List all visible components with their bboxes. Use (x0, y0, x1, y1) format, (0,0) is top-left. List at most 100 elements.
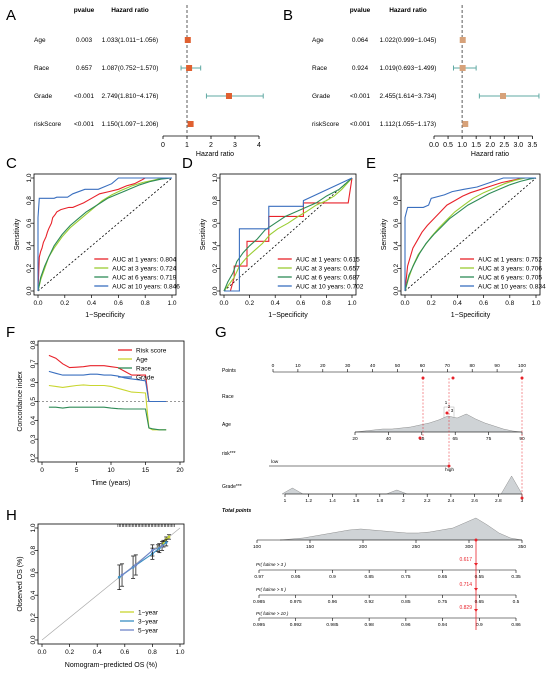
race-value: 3 (451, 408, 454, 413)
y-tick-label: 0.8 (393, 196, 400, 205)
legend-label: 3−year (138, 619, 159, 626)
y-tick-label: 1.0 (393, 173, 400, 182)
total-tick-label: 300 (465, 544, 473, 550)
legend-label: AUC at 3 years: 0.657 (296, 266, 360, 273)
panel-letter-f: F (6, 324, 15, 341)
x-tick-label: 20 (176, 467, 184, 474)
patient-point (474, 538, 478, 542)
row-label-p2: Pr( futime > 5 ) (256, 587, 286, 592)
y-tick-label: 0.2 (393, 264, 400, 273)
x-tick-label: 1.0 (167, 300, 176, 307)
x-tick-label: 0 (40, 467, 44, 474)
plot-frame (33, 173, 177, 296)
y-axis-title: Sensitivity (200, 218, 207, 250)
age-tick-label: 20 (352, 436, 358, 442)
calibration-point (160, 544, 164, 548)
x-tick-label: 0.8 (505, 300, 514, 307)
points-tick-label: 20 (320, 363, 326, 369)
x-tick-label: 0.6 (120, 649, 129, 656)
y-tick-label: 0.4 (26, 241, 33, 250)
risk-label-low: low (271, 459, 279, 465)
points-tick-label: 50 (395, 363, 401, 369)
row-label: Race (312, 65, 328, 72)
legend-label: AUC at 6 years: 0.719 (112, 275, 176, 282)
row-pvalue: <0.001 (74, 93, 94, 100)
x-tick-label: 0.8 (322, 300, 331, 307)
p3-tick-label: 0.995 (253, 622, 265, 628)
row-pvalue: 0.064 (352, 37, 369, 44)
points-tick-label: 70 (445, 363, 451, 369)
x-tick-label: 0.8 (141, 300, 150, 307)
roc-plot-c: 0.00.0 0.2 0.2 0.4 0.4 0.6 0.6 0.8 0.8 1.0 1.0 AUC … (14, 173, 180, 319)
legend-label: AUC at 3 years: 0.724 (112, 266, 176, 273)
p1-tick-label: 0.55 (475, 574, 485, 580)
y-tick-label: 0.4 (30, 590, 37, 599)
row-label-age: Age (222, 422, 231, 428)
x-tick-label: 1.0 (457, 142, 467, 149)
p3-tick-label: 0.985 (326, 622, 338, 628)
y-tick-label: 0.6 (393, 218, 400, 227)
row-label-p3: Pr( futime > 10 ) (256, 611, 289, 616)
row-pvalue: 0.657 (76, 65, 93, 72)
y-tick-label: 0.8 (212, 196, 219, 205)
age-density (354, 413, 523, 433)
p1-tick-label: 0.35 (511, 574, 521, 580)
x-tick-label: 0.4 (93, 649, 102, 656)
y-tick-label: 0.6 (30, 568, 37, 577)
patient-point (451, 376, 455, 380)
row-pvalue: <0.001 (74, 121, 94, 128)
forest-plot-b: pvalue Hazard ratio Age 0.064 1.022(0.999−1.… (312, 5, 540, 158)
roc-curve (37, 177, 172, 292)
roc-curve (404, 177, 536, 291)
row-label-race: Race (222, 394, 234, 400)
legend-label: AUC at 6 years: 0.687 (296, 275, 360, 282)
x-tick-label: 0.0 (400, 300, 409, 307)
grade-tick-label: 2.8 (495, 498, 502, 504)
y-tick-label: 0.2 (26, 264, 33, 273)
x-tick-label: 0.4 (453, 300, 462, 307)
row-label-p1: Pr( futime > 3 ) (256, 562, 286, 567)
p2-tick-label: 0.75 (438, 599, 448, 605)
plot-frame (400, 173, 541, 296)
patient-point (445, 411, 449, 415)
panel-letter-h: H (6, 507, 17, 524)
row-hr-text: 1.087(0.752−1.570) (102, 65, 159, 72)
points-tick-label: 90 (494, 363, 500, 369)
calibration-point (134, 563, 138, 567)
p2-tick-label: 0.65 (475, 599, 485, 605)
total-tick-label: 200 (359, 544, 367, 550)
calibration-point (167, 535, 171, 539)
p1-tick-label: 0.65 (438, 574, 448, 580)
y-tick-label: 0.5 (30, 397, 37, 406)
x-tick-label: 10 (107, 467, 115, 474)
x-axis-title: Hazard ratio (471, 151, 509, 158)
legend-label: AUC at 10 years: 0.846 (112, 284, 180, 291)
x-tick-label: 0.0 (429, 142, 439, 149)
x-tick-label: 0.2 (245, 300, 254, 307)
row-label: Age (312, 37, 324, 44)
grade-density (281, 475, 523, 495)
x-tick-label: 0.2 (60, 300, 69, 307)
age-tick-label: 75 (486, 436, 492, 442)
x-tick-label: 3.0 (513, 142, 523, 149)
x-tick-label: 1.5 (471, 142, 481, 149)
p1-tick-label: 0.75 (401, 574, 411, 580)
x-tick-label: 0.0 (33, 300, 42, 307)
p1-tick-label: 0.85 (364, 574, 374, 580)
x-tick-label: 0.6 (114, 300, 123, 307)
roc-curve (404, 177, 536, 292)
row-pvalue: <0.001 (350, 121, 370, 128)
age-tick-label: 65 (453, 436, 459, 442)
diagonal-reference (404, 177, 537, 292)
grade-tick-label: 2.6 (471, 498, 478, 504)
points-tick-label: 60 (420, 363, 426, 369)
p3-tick-label: 0.86 (511, 622, 521, 628)
row-hr-text: 1.019(0.693−1.499) (380, 65, 437, 72)
x-tick-label: 2 (209, 142, 213, 149)
pvalue-header: pvalue (74, 7, 95, 14)
projection-arrow (474, 588, 478, 591)
row-hr-text: 1.022(0.999−1.045) (380, 37, 437, 44)
p2-tick-label: 0.96 (328, 599, 338, 605)
grade-tick-label: 1.8 (376, 498, 383, 504)
p2-tick-label: 0.5 (513, 599, 520, 605)
